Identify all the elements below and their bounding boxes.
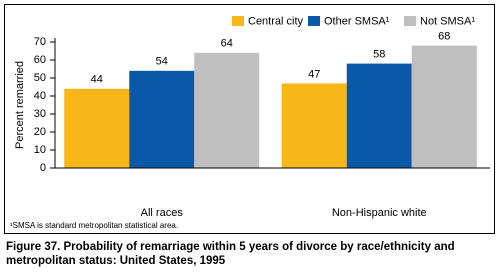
legend-swatch [404,16,416,26]
data-label: 58 [373,49,385,61]
y-tick-label: 60 [34,54,46,66]
data-label: 64 [221,38,233,50]
y-tick-label: 50 [34,72,46,84]
footnote: ¹SMSA is standard metropolitan statistic… [10,221,178,230]
data-label: 68 [438,31,450,43]
y-tick-label: 10 [34,144,46,156]
bar [411,45,477,168]
y-tick-label: 20 [34,126,46,138]
bar [129,70,195,168]
caption: Figure 37. Probability of remarriage wit… [6,241,455,267]
legend-label: Other SMSA¹ [324,15,390,27]
legend-swatch [232,16,244,26]
y-axis-label: Percent remarried [14,61,26,149]
x-tick-label: Non-Hispanic white [332,207,427,219]
legend-swatch [308,16,320,26]
legend-label: Central city [248,15,304,27]
x-tick-label: All races [141,207,184,219]
y-tick-label: 70 [34,36,46,48]
data-label: 54 [156,56,168,68]
data-label: 44 [91,74,103,86]
bar [346,63,412,168]
y-tick-label: 40 [34,90,46,102]
y-tick-label: 30 [34,108,46,120]
data-label: 47 [308,68,320,80]
bar [64,88,130,168]
y-tick-label: 0 [40,162,46,174]
legend-label: Not SMSA¹ [420,15,475,27]
chart-frame [4,4,495,234]
bar [194,52,260,168]
bar [281,83,347,168]
chart: Percent remarried ¹SMSA is standard metr… [4,4,495,234]
